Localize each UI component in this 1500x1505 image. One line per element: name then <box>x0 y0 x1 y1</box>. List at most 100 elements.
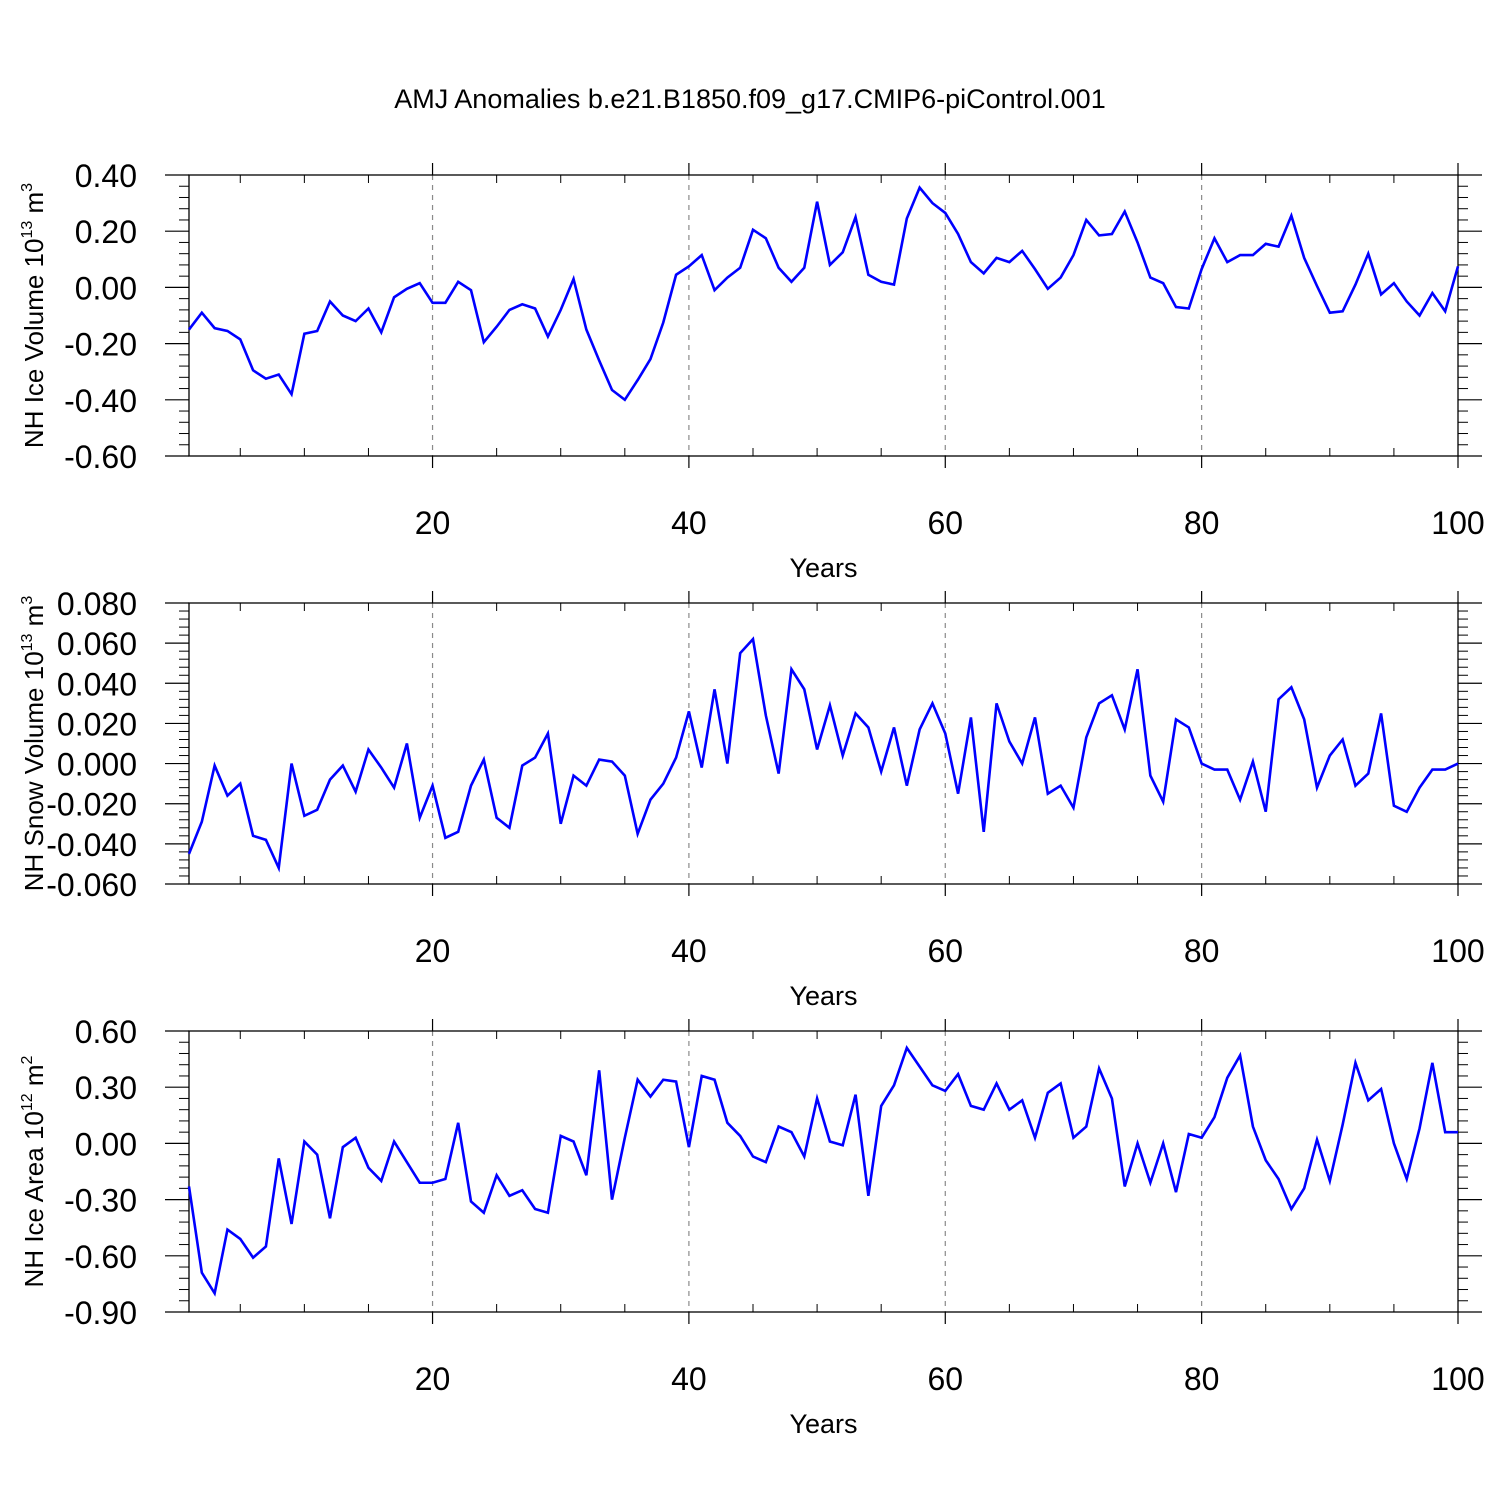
data-point <box>1188 307 1191 310</box>
data-point <box>1085 219 1088 222</box>
data-point <box>944 1090 947 1093</box>
y-tick-label: 0.000 <box>57 747 137 783</box>
data-point <box>342 314 345 317</box>
y-tick-label: 0.040 <box>57 666 137 702</box>
data-point <box>1085 736 1088 739</box>
data-point <box>418 816 421 819</box>
data-point <box>1431 768 1434 771</box>
data-point <box>598 1069 601 1072</box>
data-point <box>1239 798 1242 801</box>
data-point <box>444 837 447 840</box>
data-point <box>290 393 293 396</box>
data-point <box>1059 784 1062 787</box>
data-point <box>1072 806 1075 809</box>
x-tick-label: 100 <box>1431 505 1484 541</box>
data-point <box>406 742 409 745</box>
data-point <box>1329 754 1332 757</box>
data-point <box>649 1095 652 1098</box>
data-point <box>777 1125 780 1128</box>
data-point <box>226 1228 229 1231</box>
data-point <box>1393 282 1396 285</box>
data-point <box>726 762 729 765</box>
data-point <box>265 377 268 380</box>
data-point <box>354 790 357 793</box>
data-point <box>944 212 947 215</box>
data-point <box>1264 1159 1267 1162</box>
data-point <box>239 338 242 341</box>
data-point <box>1252 760 1255 763</box>
data-point <box>342 764 345 767</box>
data-point <box>1277 1178 1280 1181</box>
data-point <box>1290 686 1293 689</box>
y-tick-label: -0.60 <box>64 1239 137 1275</box>
data-point <box>918 186 921 189</box>
data-point <box>957 792 960 795</box>
data-point <box>1111 233 1114 236</box>
data-point <box>1303 718 1306 721</box>
data-point <box>1162 1142 1165 1145</box>
x-tick-label: 20 <box>415 505 451 541</box>
data-point <box>880 1105 883 1108</box>
data-point <box>521 303 524 306</box>
data-point <box>713 289 716 292</box>
data-point <box>1290 1208 1293 1211</box>
data-point <box>1136 241 1139 244</box>
data-point <box>1457 1131 1460 1134</box>
data-point <box>188 853 191 856</box>
chart-panel-3: 20 40 60 80 100 0.60 0.30 0.00 -0.30 -0.60 -0.90 Ye… <box>19 1014 1485 1439</box>
y-tick-label: -0.30 <box>64 1183 137 1219</box>
data-point <box>431 302 434 305</box>
data-point <box>1393 804 1396 807</box>
data-point <box>201 311 204 314</box>
data-point <box>598 359 601 362</box>
x-tick-label: 100 <box>1431 933 1484 969</box>
data-point <box>1059 276 1062 279</box>
data-point <box>1329 311 1332 314</box>
data-point <box>765 714 768 717</box>
data-point <box>457 831 460 834</box>
data-point <box>1341 738 1344 741</box>
data-point <box>252 369 255 372</box>
data-point <box>995 1082 998 1085</box>
data-point <box>675 1080 678 1083</box>
data-point <box>1405 1178 1408 1181</box>
data-point <box>880 770 883 773</box>
data-point <box>188 1185 191 1188</box>
data-point <box>495 1174 498 1177</box>
data-point <box>1047 288 1050 291</box>
data-point <box>675 756 678 759</box>
data-point <box>1008 261 1011 264</box>
data-point <box>700 766 703 769</box>
data-point <box>508 827 511 830</box>
data-point <box>1303 1187 1306 1190</box>
data-point <box>418 282 421 285</box>
data-point <box>675 273 678 276</box>
data-point <box>1239 1054 1242 1057</box>
data-point <box>854 712 857 715</box>
data-point <box>893 1084 896 1087</box>
data-point <box>213 764 216 767</box>
data-point <box>790 1131 793 1134</box>
data-point <box>367 748 370 751</box>
y-tick-label: 0.020 <box>57 706 137 742</box>
data-point <box>1405 300 1408 303</box>
data-point <box>1136 668 1139 671</box>
data-point <box>700 254 703 257</box>
y-tick-label: 0.20 <box>75 214 137 250</box>
data-point <box>508 1195 511 1198</box>
data-point <box>1136 1142 1139 1145</box>
data-point <box>1021 1099 1024 1102</box>
data-point <box>1008 1108 1011 1111</box>
data-point <box>854 1093 857 1096</box>
data-point <box>457 280 460 283</box>
data-point <box>1380 712 1383 715</box>
data-point <box>739 1135 742 1138</box>
data-point <box>495 816 498 819</box>
data-point <box>829 704 832 707</box>
data-point <box>483 341 486 344</box>
data-point <box>483 758 486 761</box>
data-point <box>239 782 242 785</box>
data-point <box>559 309 562 312</box>
data-point <box>829 264 832 267</box>
data-point <box>1226 768 1229 771</box>
